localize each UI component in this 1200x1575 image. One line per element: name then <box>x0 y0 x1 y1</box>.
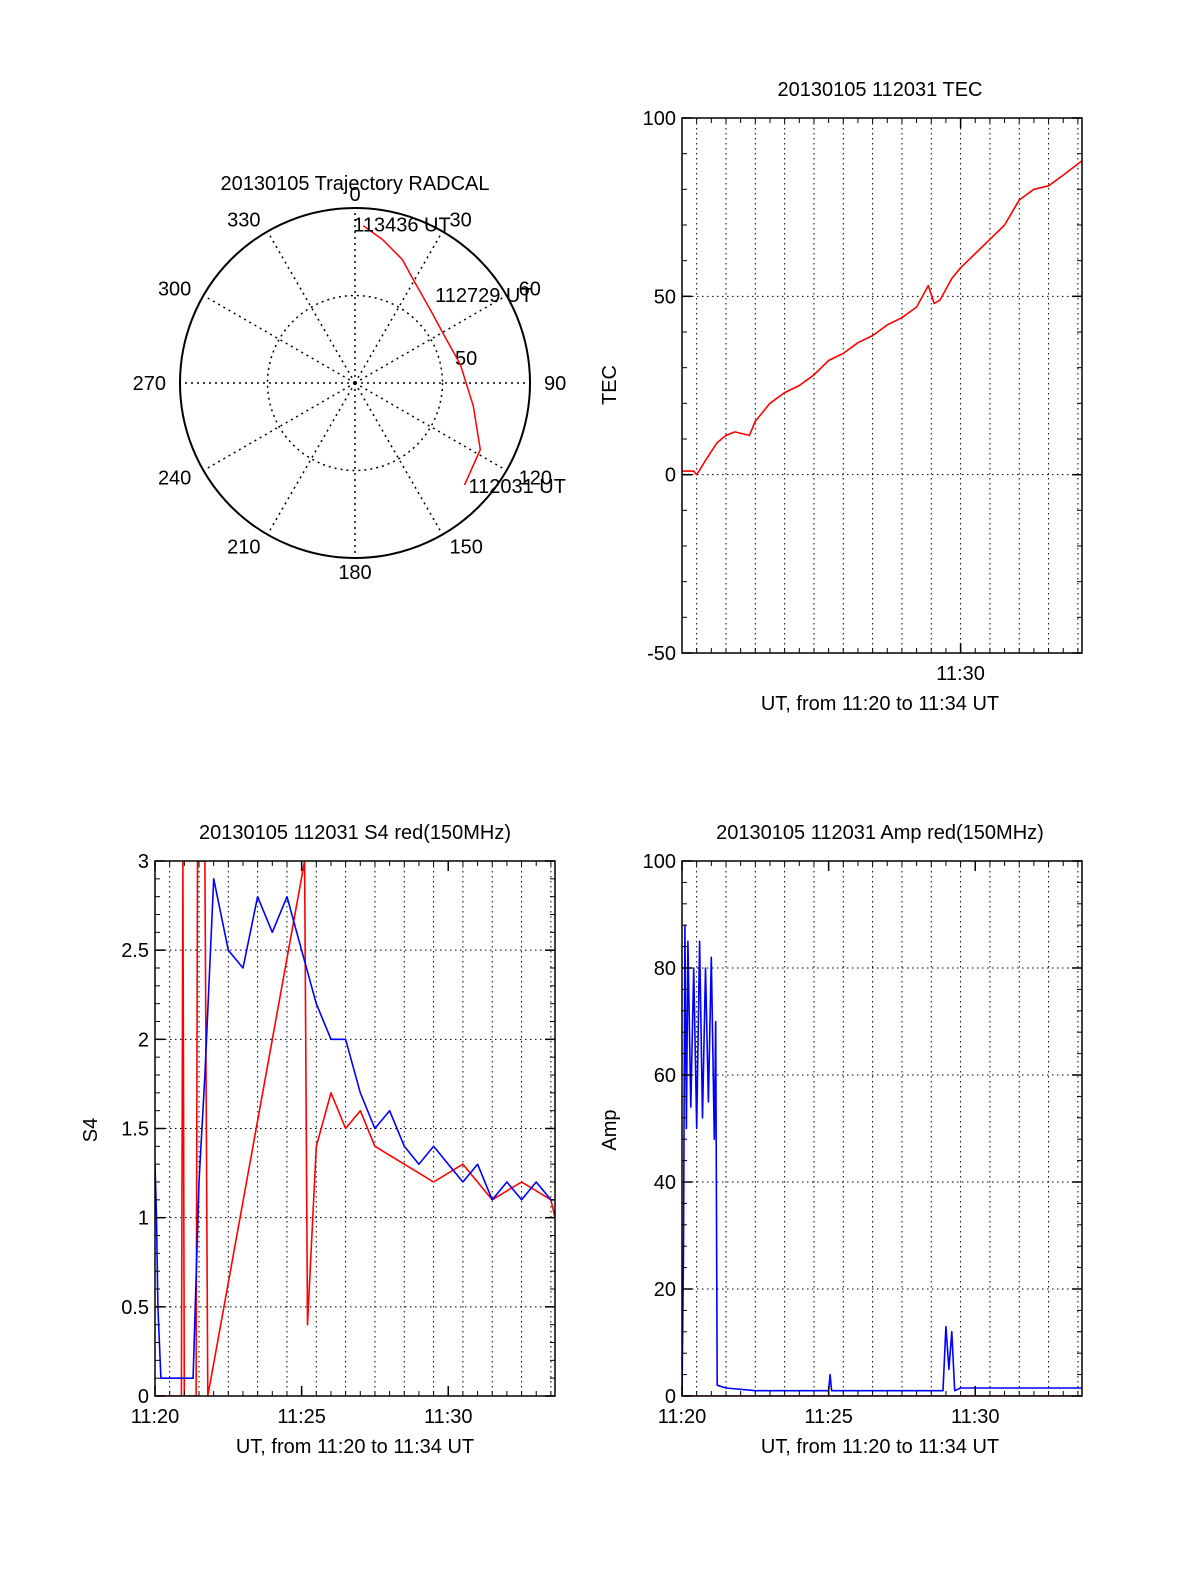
tec-series-red <box>682 160 1082 476</box>
s4-xtick-label: 11:25 <box>277 1406 326 1428</box>
s4-xtick-label: 11:30 <box>424 1406 473 1428</box>
polar-azimuth-labels: 0 30 60 90 120 150 180 210 240 270 300 330 50 <box>133 184 567 584</box>
polar-azimuth-label-150: 150 <box>450 537 483 559</box>
s4-xtick-label: 11:20 <box>131 1406 180 1428</box>
s4-plot-area: 0 0.5 1 1.5 2 2.5 3 11:20 11:25 11:30 <box>121 851 556 1428</box>
s4-chart-panel: 20130105 112031 S4 red(150MHz) S4 UT, fr… <box>80 822 556 1458</box>
amp-xtick-label: 11:30 <box>951 1406 1000 1428</box>
s4-series-blue <box>155 878 555 1379</box>
polar-azimuth-label-30: 30 <box>450 209 472 231</box>
tec-x-axis-label: UT, from 11:20 to 11:34 UT <box>761 693 999 715</box>
amp-ytick-label: 40 <box>654 1172 676 1194</box>
tec-ytick-label: 50 <box>654 286 676 308</box>
polar-spoke <box>354 294 507 384</box>
s4-series-group <box>155 861 555 1396</box>
amp-plot-area: 0 20 40 60 80 100 11:20 11:25 11:30 <box>643 851 1083 1428</box>
polar-grid <box>179 207 531 559</box>
polar-spoke <box>266 382 356 535</box>
amp-x-axis-label: UT, from 11:20 to 11:34 UT <box>761 1436 999 1458</box>
amp-ytick-label: 20 <box>654 1279 676 1301</box>
amp-ytick-label: 100 <box>643 851 676 873</box>
polar-chart-title: 20130105 Trajectory RADCAL <box>220 173 489 195</box>
polar-trajectory <box>362 225 482 486</box>
tec-y-axis-label: TEC <box>599 365 621 405</box>
amp-series-blue <box>682 924 1082 1396</box>
polar-time-annotation: 113436 UT <box>353 215 450 237</box>
polar-azimuth-label-180: 180 <box>338 562 371 584</box>
s4-ytick-label: 2.5 <box>121 940 149 962</box>
polar-azimuth-label-330: 330 <box>227 209 260 231</box>
amp-chart-title: 20130105 112031 Amp red(150MHz) <box>716 822 1044 844</box>
polar-trajectory-line <box>362 225 482 486</box>
polar-time-annotation: 112729 UT <box>435 285 532 307</box>
tec-chart-panel: 20130105 112031 TEC TEC UT, from 11:20 t… <box>599 79 1083 715</box>
amp-axes-frame <box>681 860 1083 1397</box>
polar-azimuth-label-90: 90 <box>544 373 566 395</box>
polar-azimuth-label-270: 270 <box>133 373 166 395</box>
amp-xtick-label: 11:25 <box>804 1406 853 1428</box>
tec-xtick-label: 11:30 <box>936 663 985 685</box>
polar-ring-label: 50 <box>455 348 477 370</box>
polar-spoke <box>266 231 356 384</box>
s4-ytick-label: 0 <box>138 1386 149 1408</box>
s4-x-axis-label: UT, from 11:20 to 11:34 UT <box>236 1436 474 1458</box>
s4-series-red <box>155 861 555 1396</box>
polar-azimuth-label-240: 240 <box>158 468 191 490</box>
polar-spoke <box>354 231 444 384</box>
polar-spoke <box>203 294 356 384</box>
s4-chart-title: 20130105 112031 S4 red(150MHz) <box>199 822 511 844</box>
amp-chart-panel: 20130105 112031 Amp red(150MHz) Amp UT, … <box>599 822 1083 1458</box>
amp-ytick-label: 60 <box>654 1065 676 1087</box>
tec-series-group <box>682 160 1082 476</box>
s4-ytick-label: 1.5 <box>121 1119 149 1141</box>
tec-plot-area: -50 0 50 100 11:30 <box>643 108 1083 685</box>
s4-ytick-label: 0.5 <box>121 1297 149 1319</box>
polar-spoke <box>354 382 444 535</box>
polar-time-annotation: 112031 UT <box>468 476 565 498</box>
tec-axes-frame <box>681 117 1083 654</box>
s4-ytick-label: 1 <box>138 1208 149 1230</box>
polar-azimuth-label-300: 300 <box>158 279 191 301</box>
amp-ytick-label: 80 <box>654 958 676 980</box>
polar-azimuth-label-210: 210 <box>227 537 260 559</box>
trajectory-polar-panel: 20130105 Trajectory RADCAL 0 30 60 90 120 150… <box>133 173 567 584</box>
polar-inner-ring <box>266 294 444 472</box>
tec-ytick-label: -50 <box>647 643 676 665</box>
tec-ytick-label: 0 <box>665 465 676 487</box>
s4-ytick-label: 3 <box>138 851 149 873</box>
s4-y-axis-label: S4 <box>80 1118 102 1142</box>
tec-chart-title: 20130105 112031 TEC <box>778 79 983 101</box>
polar-azimuth-label-60: 60 <box>519 279 541 301</box>
tec-ytick-label: 100 <box>643 108 676 130</box>
polar-azimuth-label-0: 0 <box>349 184 360 206</box>
amp-xtick-label: 11:20 <box>658 1406 707 1428</box>
polar-spoke <box>354 382 507 472</box>
polar-annotations: 113436 UT 112729 UT 112031 UT <box>353 215 566 498</box>
s4-ytick-label: 2 <box>138 1029 149 1051</box>
amp-series-group <box>682 924 1082 1396</box>
polar-azimuth-label-120: 120 <box>519 468 552 490</box>
polar-spoke <box>203 382 356 472</box>
amp-ytick-label: 0 <box>665 1386 676 1408</box>
amp-y-axis-label: Amp <box>599 1109 621 1150</box>
